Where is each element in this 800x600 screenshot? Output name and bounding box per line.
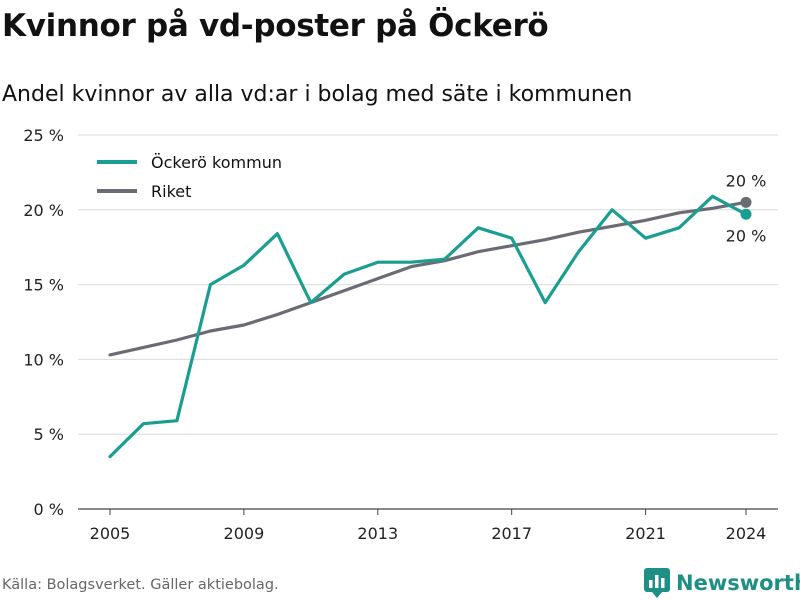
- brand-logo: Newsworthy: [644, 568, 800, 598]
- y-tick-label: 15 %: [23, 276, 64, 295]
- end-point-ockero: [740, 208, 752, 220]
- series-line-ockero: [108, 194, 748, 459]
- x-tick-label: 2017: [491, 524, 532, 543]
- source-note: Källa: Bolagsverket. Gäller aktiebolag.: [2, 577, 279, 593]
- end-label-ockero: 20 %: [726, 226, 767, 245]
- y-tick-label: 20 %: [23, 201, 64, 220]
- chart-subtitle: Andel kvinnor av alla vd:ar i bolag med …: [2, 82, 633, 107]
- x-tick-label: 2024: [726, 524, 767, 543]
- end-point-riket: [740, 196, 752, 208]
- chart-title: Kvinnor på vd-poster på Öckerö: [2, 8, 549, 44]
- x-tick-label: 2021: [625, 524, 666, 543]
- y-tick-label: 25 %: [23, 126, 64, 145]
- y-tick-label: 10 %: [23, 350, 64, 369]
- series-line-riket: [108, 200, 748, 357]
- newsworthy-bar-chart-icon: [644, 568, 670, 598]
- y-tick-label: 0 %: [34, 500, 64, 519]
- y-tick-label: 5 %: [34, 425, 64, 444]
- x-tick-label: 2013: [357, 524, 398, 543]
- brand-name: Newsworthy: [676, 571, 800, 595]
- x-tick-label: 2005: [90, 524, 131, 543]
- legend-label-ockero: Öckerö kommun: [151, 153, 282, 172]
- end-label-riket: 20 %: [726, 171, 767, 190]
- x-tick-label: 2009: [224, 524, 265, 543]
- legend-label-riket: Riket: [151, 182, 191, 201]
